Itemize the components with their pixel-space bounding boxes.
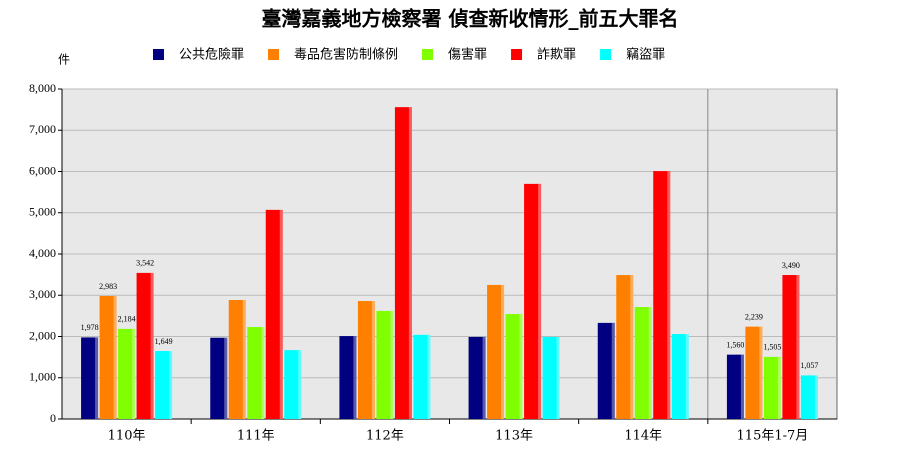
bar	[265, 209, 283, 419]
bar-shade	[95, 337, 99, 419]
bar	[339, 336, 357, 419]
legend-swatch	[600, 49, 612, 60]
bar	[782, 275, 800, 419]
bar-shade	[501, 284, 505, 419]
value-label: 2,983	[99, 282, 117, 291]
bar	[136, 272, 154, 419]
bar-shade	[132, 328, 136, 419]
bar-shade	[169, 350, 173, 419]
bar-shade	[279, 209, 283, 419]
bar	[745, 326, 763, 419]
bar	[228, 299, 246, 419]
y-tick-label: 8,000	[29, 81, 56, 95]
bar-shade	[685, 334, 689, 419]
bar	[726, 354, 744, 419]
y-tick-label: 2,000	[29, 328, 56, 342]
y-tick-label: 1,000	[29, 370, 56, 384]
bar-shade	[224, 337, 228, 419]
bar	[210, 337, 228, 419]
bar-shade	[777, 356, 781, 419]
y-axis-label: 件	[58, 53, 70, 67]
bar	[357, 301, 375, 419]
x-tick-label: 112年	[366, 429, 404, 444]
bar-shade	[242, 299, 246, 419]
value-label: 3,542	[136, 259, 154, 268]
bar-shade	[648, 307, 652, 419]
value-label: 1,057	[800, 361, 818, 370]
bar-shade	[390, 310, 394, 419]
x-tick-label: 113年	[495, 429, 533, 444]
value-label: 2,184	[118, 315, 136, 324]
bar-shade	[298, 350, 302, 419]
bar	[155, 350, 173, 419]
value-label: 1,978	[81, 323, 99, 332]
value-label: 1,505	[763, 343, 781, 352]
bar-shade	[408, 107, 412, 420]
chart-title: 臺灣嘉義地方檢察署 偵查新收情形_前五大罪名	[262, 7, 679, 31]
bar	[597, 322, 615, 419]
bar	[284, 350, 302, 419]
y-tick-label: 0	[50, 411, 56, 425]
bar	[118, 328, 136, 419]
bar-shade	[150, 272, 154, 419]
bar	[616, 275, 634, 419]
x-tick-label: 111年	[237, 429, 275, 444]
legend-label: 毒品危害防制條例	[294, 47, 398, 63]
bar	[763, 356, 781, 419]
y-tick-label: 5,000	[29, 205, 56, 219]
legend-swatch	[268, 49, 280, 60]
x-tick-label: 115年1-7月	[737, 429, 809, 444]
value-label: 3,490	[782, 261, 800, 270]
bar	[468, 336, 486, 419]
legend-label: 詐欺罪	[537, 47, 576, 63]
bar-shade	[740, 354, 744, 419]
bar	[542, 336, 560, 419]
legend-label: 公共危險罪	[179, 48, 244, 63]
bar-shade	[371, 301, 375, 419]
bar-shade	[353, 336, 357, 419]
legend-label: 傷害罪	[448, 47, 487, 63]
bar-shade	[630, 275, 634, 419]
legend-label: 竊盜罪	[626, 47, 665, 63]
bar-shade	[482, 336, 486, 419]
bar	[99, 295, 117, 419]
bar-shade	[814, 375, 818, 419]
y-tick-label: 7,000	[29, 122, 56, 136]
bar	[413, 334, 431, 419]
value-label: 2,239	[745, 312, 763, 321]
bar	[505, 314, 523, 419]
x-tick-label: 110年	[108, 429, 146, 444]
value-label: 1,649	[155, 337, 173, 346]
bar-shade	[667, 171, 671, 419]
bar	[634, 307, 652, 419]
y-tick-label: 6,000	[29, 163, 56, 177]
bar-shade	[611, 322, 615, 419]
bar	[653, 171, 671, 419]
bar-shade	[519, 314, 523, 419]
bar	[81, 337, 99, 419]
bar	[376, 310, 394, 419]
y-tick-label: 3,000	[29, 287, 56, 301]
legend-swatch	[511, 49, 523, 60]
legend-swatch	[422, 49, 434, 60]
y-tick-label: 4,000	[29, 246, 56, 260]
bar-shade	[261, 327, 265, 419]
bar	[247, 327, 265, 419]
bar-shade	[427, 334, 431, 419]
bar-shade	[759, 326, 763, 419]
bar	[487, 284, 505, 419]
bar	[394, 107, 412, 420]
bar-shade	[796, 275, 800, 419]
bar	[671, 334, 689, 419]
bar	[524, 183, 542, 419]
bar-shade	[556, 336, 560, 419]
bar	[800, 375, 818, 419]
legend-swatch	[153, 49, 164, 60]
value-label: 1,560	[726, 340, 744, 349]
bar-shade	[538, 183, 542, 419]
x-tick-label: 114年	[624, 429, 662, 444]
bar-shade	[113, 295, 117, 419]
